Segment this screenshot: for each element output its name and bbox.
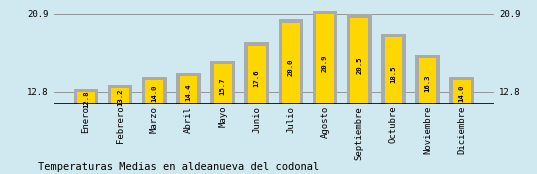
Text: 14.0: 14.0	[459, 85, 465, 102]
Text: 20.5: 20.5	[356, 57, 362, 74]
Bar	[244, 42, 269, 104]
Text: 13.2: 13.2	[117, 88, 123, 106]
Bar	[74, 89, 98, 104]
Bar	[415, 55, 440, 104]
Bar	[384, 37, 402, 104]
Text: 14.0: 14.0	[151, 85, 157, 102]
Bar	[347, 14, 372, 104]
Bar	[146, 80, 163, 104]
Bar	[282, 23, 300, 104]
Bar	[111, 88, 129, 104]
Bar	[108, 85, 133, 104]
Text: 12.8: 12.8	[83, 90, 89, 108]
Text: 15.7: 15.7	[220, 77, 226, 95]
Bar	[453, 80, 470, 104]
Text: 20.0: 20.0	[288, 59, 294, 76]
Bar	[313, 10, 337, 104]
Text: 20.9: 20.9	[322, 55, 328, 72]
Bar	[248, 46, 266, 104]
Bar	[449, 77, 474, 104]
Bar	[350, 18, 368, 104]
Text: 17.6: 17.6	[254, 69, 260, 87]
Bar	[142, 77, 166, 104]
Bar	[179, 77, 198, 104]
Text: Temperaturas Medias en aldeanueva del codonal: Temperaturas Medias en aldeanueva del co…	[38, 162, 319, 172]
Bar	[211, 61, 235, 104]
Text: 18.5: 18.5	[390, 65, 396, 83]
Text: 14.4: 14.4	[185, 83, 192, 101]
Bar	[316, 14, 334, 104]
Bar	[77, 92, 95, 104]
Bar	[214, 64, 231, 104]
Bar	[381, 34, 406, 104]
Text: 16.3: 16.3	[425, 75, 431, 92]
Bar	[176, 73, 201, 104]
Bar	[419, 58, 437, 104]
Bar	[279, 19, 303, 104]
